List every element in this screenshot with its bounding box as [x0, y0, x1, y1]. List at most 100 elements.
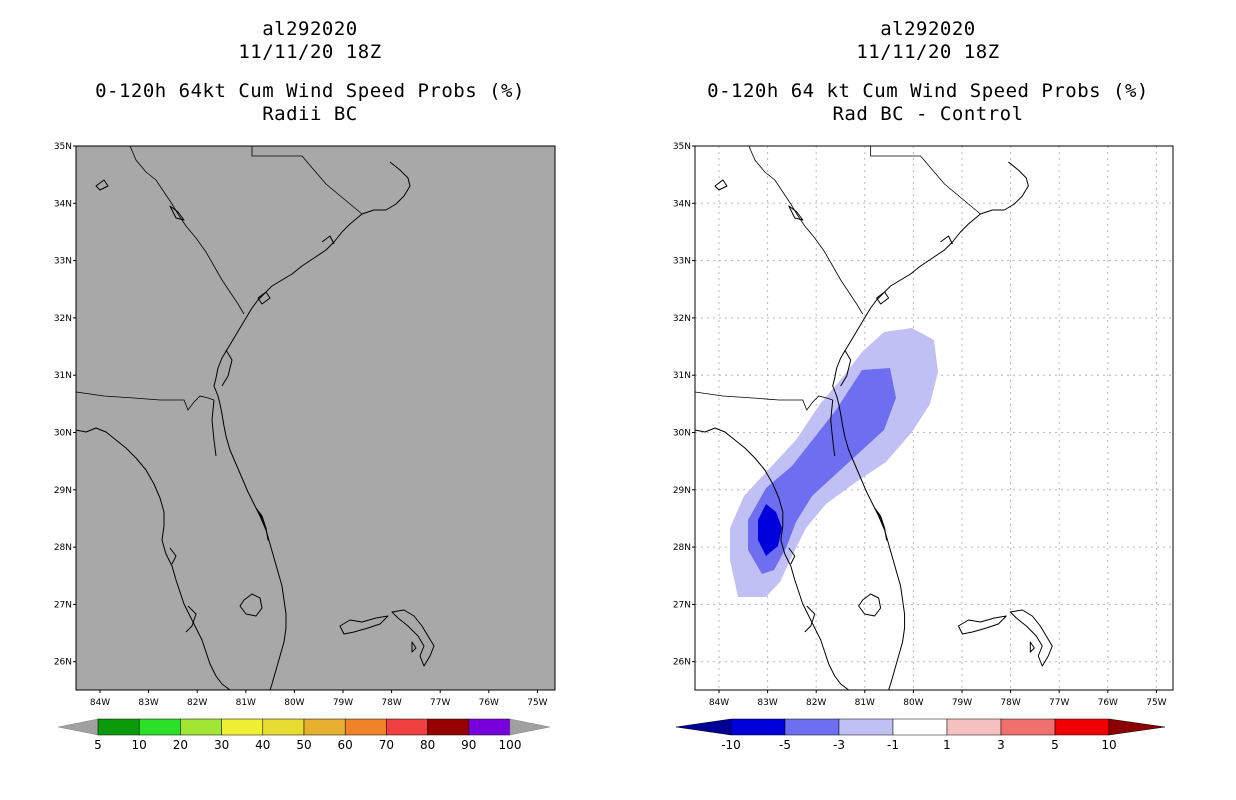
colorbar-label: 10: [132, 738, 147, 752]
colorbar-label: 5: [1051, 738, 1059, 752]
colorbar-swatch: [1000, 718, 1056, 736]
lon-label: 82W: [806, 698, 826, 708]
lon-label: 84W: [709, 698, 729, 708]
left-product-title: 0-120h 64kt Cum Wind Speed Probs (%): [95, 80, 525, 102]
colorbar-label: -3: [833, 738, 845, 752]
lat-label: 27N: [54, 600, 72, 610]
right-map-frame: [694, 145, 1174, 691]
left-probability-field: [75, 145, 556, 691]
colorbar-label: -5: [779, 738, 791, 752]
lon-label: 80W: [284, 698, 304, 708]
colorbar-swatch: [344, 718, 387, 736]
lon-label: 83W: [757, 698, 777, 708]
colorbar-label: 50: [296, 738, 311, 752]
right-lon-axis: 84W 83W 82W 81W 80W 79W 78W 77W 76W 75W: [709, 690, 1167, 708]
colorbar-end-high: [509, 718, 551, 736]
left-map-frame: [75, 145, 556, 691]
colorbar-swatch: [180, 718, 222, 736]
colorbar-swatch: [221, 718, 264, 736]
colorbar-label: 20: [173, 738, 188, 752]
right-colorbar: -10 -5 -3 -1 1 3 5 10: [675, 718, 1166, 752]
colorbar-swatch: [730, 718, 786, 736]
lat-label: 31N: [673, 371, 691, 381]
colorbar-label: 100: [499, 738, 522, 752]
lat-label: 34N: [54, 199, 72, 209]
lat-label: 28N: [54, 543, 72, 553]
lon-label: 79W: [952, 698, 972, 708]
lat-label: 33N: [673, 257, 691, 267]
lat-label: 27N: [673, 600, 691, 610]
lon-label: 75W: [527, 698, 547, 708]
left-map-panel: 35N 34N 33N 32N 31N 30N 29N 28N 27N 26N 84W 83W 82W…: [54, 142, 556, 752]
lat-label: 34N: [673, 199, 691, 209]
lon-label: 78W: [1000, 698, 1020, 708]
shading-mid-region: [748, 368, 896, 574]
right-storm-id: al292020: [880, 18, 976, 40]
lat-label: 35N: [54, 142, 72, 152]
colorbar-swatch: [838, 718, 894, 736]
colorbar-label: 5: [94, 738, 102, 752]
colorbar-label: 3: [997, 738, 1005, 752]
colorbar-swatch: [386, 718, 428, 736]
left-variant-title: Radii BC: [262, 103, 358, 125]
lat-label: 28N: [673, 543, 691, 553]
lon-label: 79W: [333, 698, 353, 708]
left-storm-id: al292020: [262, 18, 358, 40]
colorbar-swatch: [97, 718, 140, 736]
colorbar-label: -10: [721, 738, 741, 752]
colorbar-swatch: [946, 718, 1002, 736]
left-panel-title: al292020 11/11/20 18Z 0-120h 64kt Cum Wi…: [40, 18, 580, 126]
colorbar-swatch: [427, 718, 470, 736]
left-lat-axis: 35N 34N 33N 32N 31N 30N 29N 28N 27N 26N: [54, 142, 76, 668]
lat-label: 29N: [54, 486, 72, 496]
lon-label: 77W: [1049, 698, 1069, 708]
lon-label: 80W: [903, 698, 923, 708]
colorbar-end-low: [57, 718, 99, 736]
lon-label: 83W: [138, 698, 158, 708]
colorbar-label: 30: [214, 738, 229, 752]
lon-label: 81W: [855, 698, 875, 708]
left-lon-axis: 84W 83W 82W 81W 80W 79W 78W 77W 76W 75W: [90, 690, 548, 708]
lat-label: 33N: [54, 257, 72, 267]
colorbar-label: 1: [943, 738, 951, 752]
colorbar-end-high: [1108, 718, 1166, 736]
right-datetime: 11/11/20 18Z: [856, 41, 1000, 63]
colorbar-label: 90: [461, 738, 476, 752]
lon-label: 77W: [430, 698, 450, 708]
colorbar-swatch: [262, 718, 305, 736]
lat-label: 32N: [54, 314, 72, 324]
lon-label: 82W: [187, 698, 207, 708]
lat-label: 32N: [673, 314, 691, 324]
lon-label: 84W: [90, 698, 110, 708]
lat-label: 30N: [54, 429, 72, 439]
colorbar-swatch: [468, 718, 511, 736]
lon-label: 76W: [1098, 698, 1118, 708]
right-panel-title: al292020 11/11/20 18Z 0-120h 64 kt Cum W…: [658, 18, 1198, 126]
lat-label: 26N: [673, 658, 691, 668]
lon-label: 81W: [236, 698, 256, 708]
lon-label: 76W: [479, 698, 499, 708]
right-variant-title: Rad BC - Control: [832, 103, 1024, 125]
colorbar-label: 80: [420, 738, 435, 752]
colorbar-label: 40: [255, 738, 270, 752]
right-map-panel: 35N 34N 33N 32N 31N 30N 29N 28N 27N 26N 84W 83W 82W…: [673, 142, 1174, 752]
left-datetime: 11/11/20 18Z: [238, 41, 382, 63]
colorbar-label: 60: [338, 738, 353, 752]
colorbar-swatch: [892, 718, 948, 736]
right-map-background: [695, 146, 1173, 690]
lat-label: 35N: [673, 142, 691, 152]
right-product-title: 0-120h 64 kt Cum Wind Speed Probs (%): [707, 80, 1149, 102]
lat-label: 29N: [673, 486, 691, 496]
lat-label: 31N: [54, 371, 72, 381]
colorbar-swatch: [303, 718, 346, 736]
lat-label: 26N: [54, 658, 72, 668]
left-colorbar: 5 10 20 30 40 50 60 70 80 90 100: [57, 718, 551, 752]
colorbar-label: 10: [1101, 738, 1116, 752]
colorbar-label: -1: [887, 738, 899, 752]
shading-dark-region: [758, 504, 782, 556]
lon-label: 78W: [381, 698, 401, 708]
lon-label: 75W: [1146, 698, 1166, 708]
lat-label: 30N: [673, 429, 691, 439]
colorbar-end-low: [675, 718, 732, 736]
